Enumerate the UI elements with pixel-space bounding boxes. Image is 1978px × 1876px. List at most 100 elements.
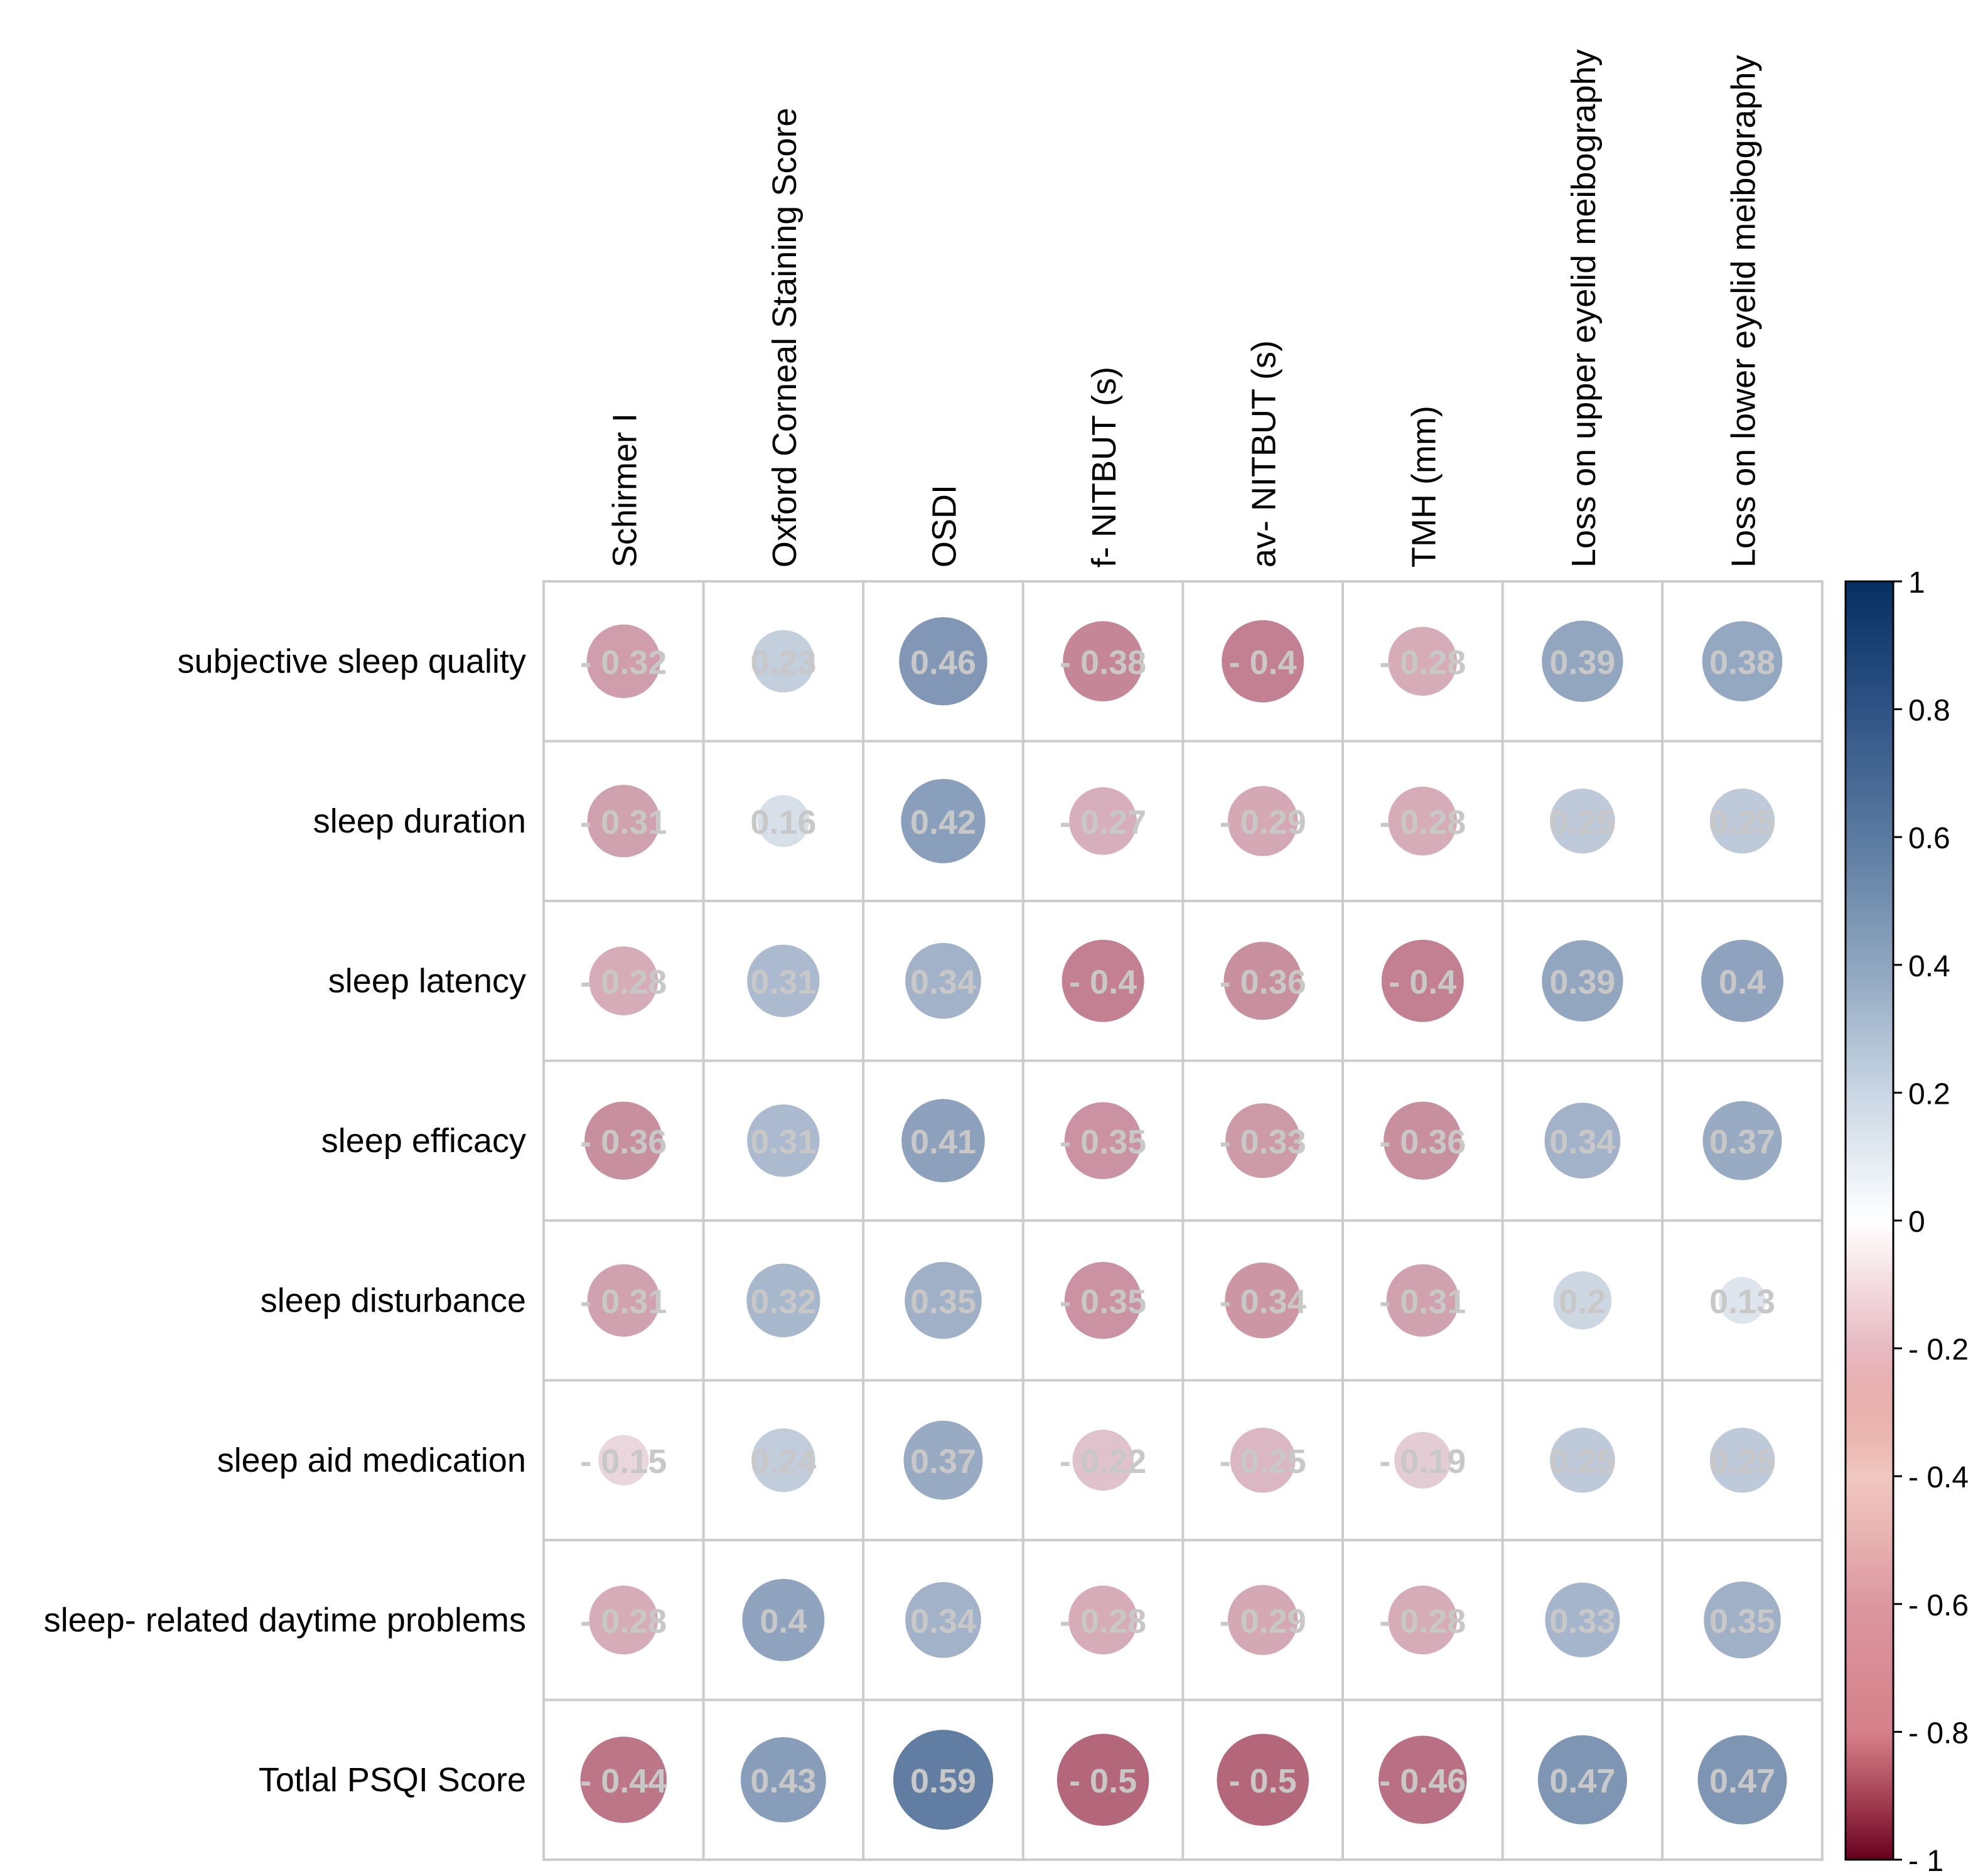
correlation-value-label: 0.13 (1709, 1283, 1775, 1320)
correlation-value-label: 0.46 (910, 644, 976, 681)
colorbar-tick-label: 1 (1908, 566, 1925, 600)
correlation-circle (742, 1578, 825, 1661)
correlation-value-label: - 0.28 (580, 963, 667, 1001)
correlation-value-label: - 0.34 (1220, 1283, 1306, 1320)
colorbar-tick-label: 0.2 (1908, 1077, 1950, 1111)
correlation-circle (747, 1104, 820, 1177)
correlation-circle (1225, 1103, 1301, 1178)
correlation-value-label: - 0.5 (1229, 1762, 1297, 1800)
colorbar-tick-label: 0.8 (1908, 694, 1950, 728)
correlation-values: - 0.32 0.23 0.46 - 0.38 - 0.4 - 0.28 0.39 0.38 -… (580, 644, 1775, 1800)
correlation-circle (747, 944, 820, 1017)
correlation-value-label: - 0.31 (1379, 1283, 1466, 1320)
correlation-circle (903, 1420, 983, 1500)
correlation-value-label: - 0.46 (1379, 1762, 1466, 1800)
row-label: Totlal PSQI Score (259, 1761, 526, 1799)
correlation-value-label: - 0.27 (1060, 804, 1146, 841)
correlation-circle (1381, 939, 1464, 1022)
correlation-circle (1386, 1264, 1459, 1337)
correlation-circle (1384, 1101, 1462, 1180)
correlation-value-label: - 0.35 (1060, 1283, 1146, 1320)
correlation-value-label: 0.23 (750, 644, 816, 681)
correlation-circle (1064, 1102, 1142, 1180)
correlation-value-label: 0.25 (1549, 804, 1615, 841)
correlation-circle (1227, 785, 1298, 856)
correlation-circle (1702, 621, 1783, 702)
correlation-value-label: 0.25 (1549, 1443, 1615, 1480)
correlation-value-label: - 0.28 (1379, 804, 1466, 841)
correlation-circle (1063, 621, 1143, 702)
correlation-circle (1388, 1585, 1458, 1655)
correlation-value-label: - 0.36 (580, 1123, 667, 1161)
correlation-value-label: 0.43 (750, 1762, 816, 1800)
colorbar-tick-label: 0.4 (1908, 950, 1950, 983)
correlation-value-label: 0.37 (1709, 1123, 1775, 1161)
column-label: TMH (mm) (1405, 406, 1443, 568)
correlation-value-label: 0.32 (750, 1283, 816, 1320)
correlation-circle (1069, 787, 1137, 855)
correlation-value-label: - 0.29 (1220, 1602, 1306, 1640)
correlation-value-label: 0.34 (910, 1602, 976, 1640)
correlation-value-label: 0.35 (1709, 1602, 1775, 1640)
correlation-circle (598, 1435, 649, 1485)
correlation-value-label: 0.31 (750, 963, 816, 1001)
correlation-circle (1388, 786, 1458, 856)
correlation-circle (1537, 1735, 1627, 1825)
correlation-value-label: 0.38 (1709, 644, 1775, 681)
correlation-circle (1068, 1585, 1137, 1655)
correlation-circle (1222, 620, 1304, 703)
correlation-value-label: 0.34 (910, 963, 976, 1001)
correlation-circle (901, 1099, 985, 1183)
correlation-circle (1719, 1276, 1766, 1324)
correlation-value-label: - 0.4 (1229, 644, 1297, 681)
colorbar-tick-label: - 0.2 (1908, 1334, 1969, 1367)
correlation-circle (1064, 1261, 1142, 1339)
correlation-value-label: - 0.4 (1389, 963, 1456, 1001)
correlation-value-label: - 0.36 (1220, 963, 1306, 1001)
correlation-circle (1704, 1581, 1781, 1659)
correlation-circle (901, 779, 986, 863)
correlation-circle (1542, 620, 1623, 702)
row-label: sleep efficacy (321, 1122, 526, 1160)
correlation-circle (1379, 1735, 1467, 1825)
correlation-value-label: 0.16 (750, 804, 816, 841)
column-label: Loss on lower eyelid meibography (1725, 55, 1763, 568)
correlation-circle (587, 785, 660, 858)
row-label: sleep aid medication (217, 1442, 526, 1479)
colorbar-tick-label: 0 (1908, 1205, 1925, 1239)
correlation-circle (1223, 942, 1302, 1020)
correlation-value-label: 0.47 (1549, 1762, 1615, 1800)
correlation-value-label: 0.42 (910, 804, 976, 841)
correlation-circle (580, 1737, 667, 1823)
correlation-circle (1697, 1735, 1787, 1825)
correlation-value-label: 0.59 (910, 1762, 976, 1800)
colorbar-gradient (1844, 580, 1895, 1861)
correlation-circle (752, 630, 815, 693)
correlation-value-label: - 0.36 (1379, 1123, 1466, 1161)
correlation-value-label: - 0.5 (1069, 1762, 1137, 1800)
column-label: Loss on upper eyelid meibography (1565, 49, 1603, 568)
correlation-value-label: - 0.28 (580, 1602, 667, 1640)
correlation-value-label: 0.34 (1549, 1123, 1615, 1161)
correlation-circle (1230, 1427, 1296, 1493)
grid (542, 580, 1824, 1861)
correlation-circle (746, 1263, 820, 1337)
correlation-value-label: 0.4 (760, 1602, 807, 1640)
correlation-value-label: - 0.19 (1379, 1443, 1466, 1480)
correlation-circle (1542, 940, 1623, 1022)
correlation-circle (905, 942, 981, 1019)
correlation-circle (899, 617, 987, 706)
correlation-value-label: - 0.28 (1379, 644, 1466, 681)
correlation-circle (1709, 1427, 1775, 1493)
correlation-value-label: - 0.35 (1060, 1123, 1146, 1161)
correlation-value-label: - 0.44 (580, 1762, 667, 1800)
correlation-circle (1072, 1430, 1134, 1491)
correlation-value-label: - 0.31 (580, 804, 667, 841)
correlation-value-label: - 0.25 (1220, 1443, 1306, 1480)
correlation-value-label: 0.4 (1719, 963, 1766, 1001)
correlation-circle (587, 1264, 660, 1337)
correlation-circles (580, 617, 1787, 1830)
correlation-value-label: - 0.38 (1060, 644, 1146, 681)
correlation-circle (1709, 788, 1775, 854)
correlation-value-label: - 0.31 (580, 1283, 667, 1320)
